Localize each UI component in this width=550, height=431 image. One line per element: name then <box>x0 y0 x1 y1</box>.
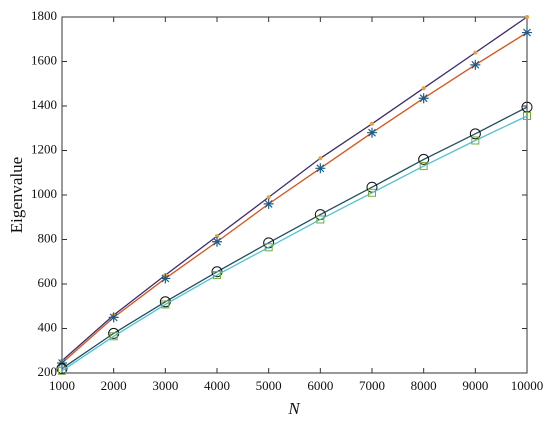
marker <box>264 243 273 252</box>
marker <box>263 198 274 209</box>
marker <box>418 93 429 104</box>
x-axis-title: N <box>287 399 301 418</box>
marker <box>266 195 271 200</box>
x-tick-label: 6000 <box>307 378 333 393</box>
x-tick-label: 10000 <box>511 378 544 393</box>
y-tick-label: 1400 <box>31 97 57 112</box>
marker <box>368 188 376 197</box>
x-tick-label: 9000 <box>462 378 488 393</box>
y-tick-label: 800 <box>38 230 58 245</box>
x-tick-label: 2000 <box>101 378 127 393</box>
marker <box>215 234 219 239</box>
x-tick-label: 5000 <box>256 378 282 393</box>
marker <box>316 215 325 224</box>
marker <box>160 273 171 284</box>
marker <box>161 300 170 309</box>
marker <box>522 27 532 38</box>
marker <box>367 127 377 138</box>
series-line <box>61 16 528 362</box>
x-tick-label: 8000 <box>411 378 437 393</box>
marker <box>315 163 326 174</box>
marker <box>108 312 119 323</box>
marker <box>212 236 222 247</box>
marker <box>473 50 478 55</box>
y-tick-label: 200 <box>38 364 58 379</box>
y-tick-label: 400 <box>38 319 58 334</box>
marker <box>471 136 480 145</box>
marker <box>318 156 323 161</box>
y-tick-label: 1600 <box>31 52 57 67</box>
y-tick-label: 1200 <box>31 141 57 156</box>
x-tick-label: 7000 <box>359 378 385 393</box>
x-tick-label: 3000 <box>152 378 178 393</box>
marker <box>58 366 66 375</box>
marker <box>525 15 529 19</box>
y-tick-label: 1800 <box>31 8 57 23</box>
marker <box>523 112 531 121</box>
x-tick-label: 4000 <box>204 378 230 393</box>
marker <box>469 128 481 140</box>
marker <box>109 332 118 341</box>
marker <box>57 357 67 368</box>
marker <box>418 153 430 165</box>
x-tick-label: 1000 <box>49 378 75 393</box>
marker <box>421 86 426 91</box>
y-tick-label: 600 <box>38 275 58 290</box>
y-tick-label: 1000 <box>31 186 57 201</box>
marker <box>470 59 481 70</box>
marker <box>213 271 221 280</box>
marker <box>419 162 428 171</box>
marker <box>56 363 68 375</box>
series-line <box>61 115 528 372</box>
series-line <box>61 32 528 364</box>
marker <box>370 121 374 126</box>
plot-frame <box>61 16 528 374</box>
series-line <box>61 106 528 370</box>
y-axis-title: Eigenvalue <box>7 157 26 233</box>
